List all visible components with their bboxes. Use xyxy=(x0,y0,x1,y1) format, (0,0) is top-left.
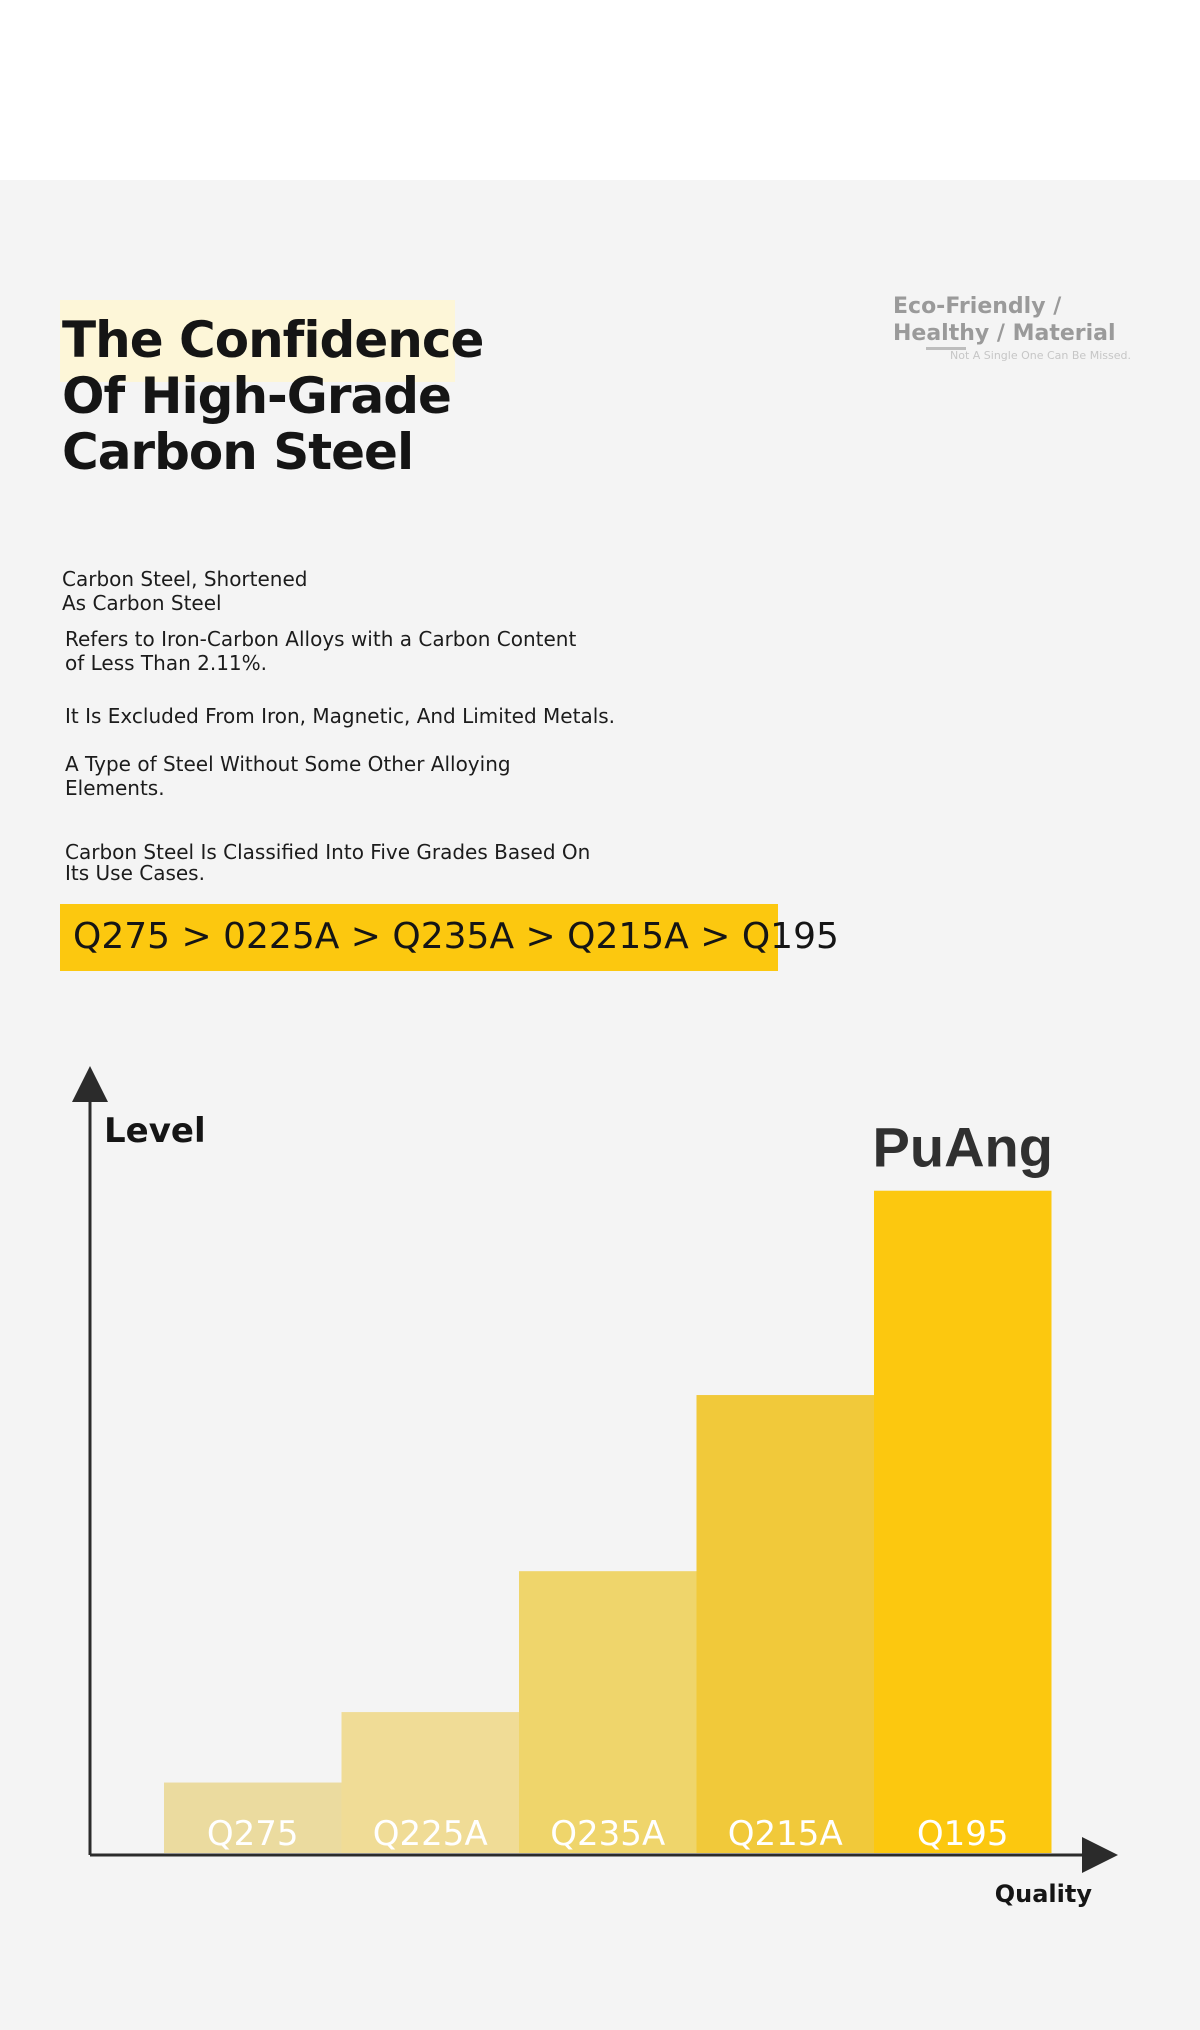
grades-banner xyxy=(60,904,778,971)
intro-paragraph-2: It Is Excluded From Iron, Magnetic, And … xyxy=(65,704,616,728)
grades-banner-text: Q275 > 0225A > Q235A > Q215A > Q195 xyxy=(73,916,839,957)
bar-q225a xyxy=(341,1712,519,1853)
grade-level-chart: Q275 Q225A Q235A Q215A Q195 Level Quality Pu… xyxy=(72,1066,1118,1908)
intro-paragraph-4: Carbon Steel Is Classified Into Five Gra… xyxy=(65,840,591,885)
bar-q235a xyxy=(519,1571,697,1853)
y-axis-label: Level xyxy=(104,1111,206,1151)
bar-label-q225a: Q225A xyxy=(373,1814,488,1854)
title-highlight xyxy=(60,300,455,382)
tagline-sub: Not A Single One Can Be Missed. xyxy=(950,349,1131,362)
bar-q275 xyxy=(164,1782,342,1853)
bar-label-q195: Q195 xyxy=(917,1814,1009,1854)
x-axis-label: Quality xyxy=(995,1880,1093,1908)
bar-label-q275: Q275 xyxy=(207,1814,299,1854)
bar-label-q235a: Q235A xyxy=(550,1814,665,1854)
bar-label-q215a: Q215A xyxy=(728,1814,843,1854)
tagline: Eco-Friendly / Healthy / Material xyxy=(893,294,1116,346)
tagline-divider xyxy=(926,347,966,350)
bar-q195 xyxy=(874,1190,1052,1853)
intro-paragraph-1: Refers to Iron-Carbon Alloys with a Carb… xyxy=(65,627,577,675)
page-title: The Confidence Of High-Grade Carbon Stee… xyxy=(62,311,484,481)
brand-annotation: PuAng xyxy=(873,1116,1053,1179)
intro-paragraph-3: A Type of Steel Without Some Other Alloy… xyxy=(65,752,511,800)
bar-q215a xyxy=(696,1395,874,1853)
intro-lead: Carbon Steel, Shortened As Carbon Steel xyxy=(62,567,308,615)
